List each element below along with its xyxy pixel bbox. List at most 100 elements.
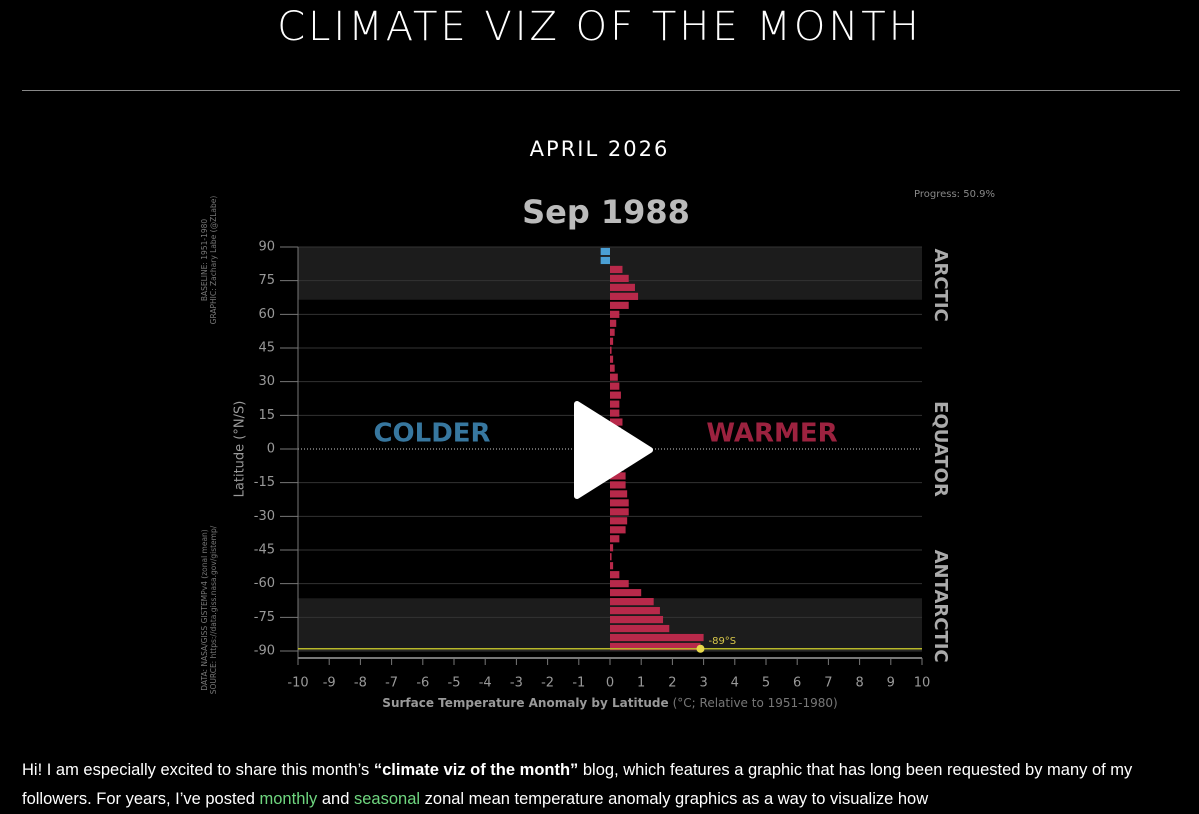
marker [696,644,705,653]
bar [610,265,623,274]
y-tick-label: -60 [254,576,275,591]
x-tick-label: 9 [887,676,895,691]
bar [610,633,704,642]
region-label: ARCTIC [930,249,951,322]
y-tick-label: -75 [254,610,275,625]
x-tick-label: 10 [914,676,931,691]
bar [610,409,620,417]
source: DATA: NASA/GISS GISTEMPv4 (zonal mean) [200,529,209,691]
link[interactable]: seasonal [354,790,421,808]
x-tick-label: 0 [606,676,614,691]
bold-text: “climate viz of the month” [373,761,579,779]
y-tick-label: 15 [258,408,275,423]
video-frame[interactable]: Progress: 50.9%Sep 19889075604530150-15-… [0,0,1199,740]
x-tick-label: -9 [323,676,336,691]
bar [600,256,610,265]
bar [610,571,620,579]
bar [610,337,614,345]
bar [610,553,612,561]
bar [610,589,642,597]
bar [610,292,639,300]
x-tick-label: -7 [385,676,398,691]
y-tick-label: -15 [254,475,275,490]
bar [610,373,618,381]
x-tick-label: 8 [855,676,863,691]
bar [610,499,629,507]
region-label: EQUATOR [930,401,951,497]
y-tick-label: 75 [258,273,275,288]
bar [610,301,629,309]
bar [610,481,626,489]
bar [610,400,620,408]
bar [610,535,620,543]
bar [610,562,614,570]
x-tick-label: -8 [354,676,367,691]
y-tick-label: -45 [254,543,275,558]
page-title: CLIMATE VIZ OF THE MONTH [277,4,922,50]
bar [610,274,629,283]
marker-label: -89°S [708,636,736,647]
x-tick-label: 6 [793,676,801,691]
bar [610,346,612,354]
bar [610,624,670,633]
y-tick-label: 30 [258,374,275,389]
bar [610,382,620,390]
x-tick-label: 7 [824,676,832,691]
y-tick-label: 60 [258,307,275,322]
x-tick-label: -6 [416,676,429,691]
text: and [317,790,354,808]
x-tick-label: -3 [510,676,523,691]
y-tick-label: -90 [254,644,275,659]
source: SOURCE: https://data.giss.nasa.gov/giste… [209,525,218,694]
y-tick-label: 0 [267,442,275,457]
bar [600,247,610,256]
x-tick-label: -5 [448,676,461,691]
x-tick-label: 5 [762,676,770,691]
bar [610,607,660,615]
bar [610,418,623,426]
text: blog, which features a graphic that has … [22,761,1133,808]
progress: Progress: 50.9% [914,189,995,200]
x-tick-label: 1 [637,676,645,691]
credit: BASELINE: 1951-1980 [200,219,209,302]
y-tick-label: -30 [254,509,275,524]
y-axis-label: Latitude (°N/S) [233,401,248,498]
bar [610,364,615,372]
y-tick-label: 90 [258,240,275,255]
bar [610,310,620,318]
x-tick-label: 2 [668,676,676,691]
link[interactable]: monthly [259,790,318,808]
y-tick-label: 45 [258,341,275,356]
region-label: ANTARCTIC [930,550,951,663]
subtitle: APRIL 2026 [529,137,670,161]
bar [610,615,664,624]
bar [610,526,626,534]
text: Hi! I am especially excited to share thi… [22,761,374,779]
bar [610,355,614,363]
warmer-label: WARMER [706,419,837,449]
bar [610,580,629,588]
bar [610,642,701,651]
bar [610,508,629,516]
bar [610,490,628,498]
x-tick-label: -10 [287,676,308,691]
bar [610,328,615,336]
x-tick-label: 3 [699,676,707,691]
x-tick-label: -1 [572,676,585,691]
bar [610,283,635,291]
frame-title: Sep 1988 [522,193,690,231]
bar [610,472,626,480]
bar [610,544,614,552]
colder-label: COLDER [373,419,490,449]
bar [610,517,628,525]
body-text: Hi! I am especially excited to share thi… [22,756,1182,814]
x-tick-label: -4 [479,676,492,691]
x-label-main: Surface Temperature Anomaly by Latitude [382,696,668,710]
text: zonal mean temperature anomaly graphics … [420,790,929,808]
x-tick-label: -2 [541,676,554,691]
play-button[interactable] [574,401,653,499]
x-tick-label: 4 [731,676,739,691]
bar [610,391,621,399]
x-label-note: (°C; Relative to 1951-1980) [673,696,838,710]
